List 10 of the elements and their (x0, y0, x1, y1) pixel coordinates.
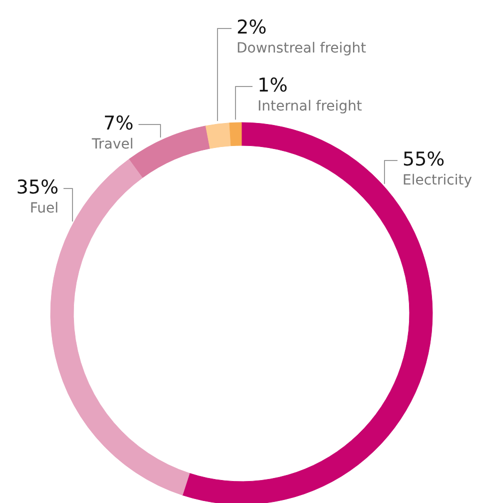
data-label: 1% (258, 74, 288, 96)
data-label: 55% (402, 148, 445, 170)
slice-label: Fuel (30, 200, 59, 216)
slice-label: Travel (90, 136, 134, 152)
slice-label: Downstreal freight (236, 40, 367, 56)
slice-label: Internal freight (258, 98, 363, 114)
data-label: 2% (236, 16, 267, 38)
slice-label: Electricity (402, 172, 472, 188)
data-label: 35% (16, 176, 59, 198)
data-label: 7% (103, 112, 134, 134)
